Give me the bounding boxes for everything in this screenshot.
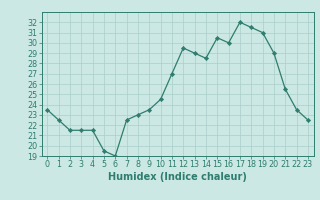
X-axis label: Humidex (Indice chaleur): Humidex (Indice chaleur) bbox=[108, 172, 247, 182]
